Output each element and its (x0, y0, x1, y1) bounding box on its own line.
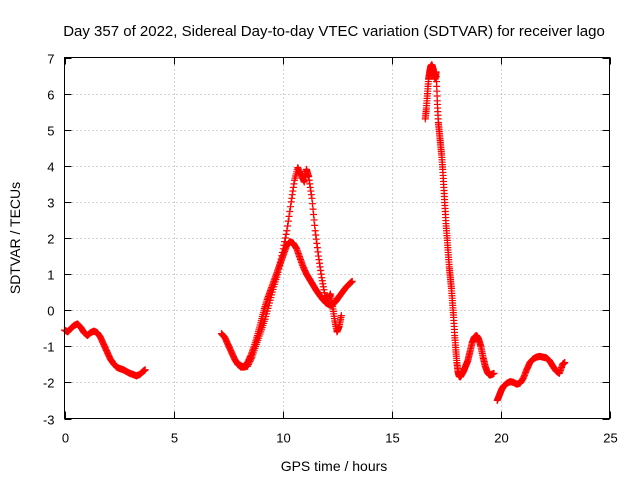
y-axis-label: SDTVAR / TECUs (7, 182, 23, 294)
y-tick-label: 2 (47, 232, 54, 247)
data-point (279, 245, 287, 253)
data-point (141, 366, 149, 374)
data-point (337, 312, 345, 320)
x-tick-label: 15 (385, 431, 399, 446)
x-tick-label: 25 (603, 431, 617, 446)
data-point (279, 248, 286, 256)
data-point (278, 252, 286, 260)
data-point (247, 355, 255, 363)
data-point (244, 361, 252, 369)
data-point (561, 359, 569, 367)
data-point (283, 227, 291, 235)
data-point (245, 359, 253, 367)
data-point (274, 268, 282, 276)
data-point (281, 238, 289, 246)
tick-layer: -3 -2 -1 0 1 2 3 4 5 6 7 0 5 10 15 20 25 (43, 52, 618, 446)
data-point (277, 255, 285, 263)
x-axis-label: GPS time / hours (281, 458, 388, 474)
data-series (61, 320, 149, 380)
data-series (493, 352, 569, 404)
y-tick-label: 7 (47, 52, 54, 67)
data-point (276, 262, 284, 270)
data-point (280, 241, 288, 249)
plot-frame (64, 57, 610, 419)
y-tick-label: 1 (47, 268, 54, 283)
chart-title: Day 357 of 2022, Sidereal Day-to-day VTE… (63, 23, 605, 40)
x-tick-label: 20 (494, 431, 508, 446)
data-series (235, 164, 345, 371)
y-tick-label: -2 (43, 376, 55, 391)
data-series (421, 61, 498, 381)
data-point (490, 369, 498, 377)
x-tick-label: 10 (276, 431, 290, 446)
data-point (286, 203, 294, 211)
y-tick-label: 0 (47, 304, 54, 319)
data-points-layer (61, 61, 569, 404)
data-point (281, 234, 289, 242)
data-point (246, 358, 254, 366)
y-tick-label: 5 (47, 124, 54, 139)
y-tick-label: -3 (43, 413, 55, 428)
data-point (244, 362, 252, 370)
data-point (348, 277, 356, 285)
data-point (284, 222, 292, 230)
x-tick-label: 0 (62, 431, 69, 446)
y-tick-label: 3 (47, 196, 54, 211)
data-point (282, 230, 290, 238)
y-tick-label: 6 (47, 88, 54, 103)
y-tick-label: 4 (47, 160, 54, 175)
x-tick-label: 5 (171, 431, 178, 446)
data-point (285, 212, 293, 220)
data-point (247, 356, 255, 364)
data-point (284, 217, 292, 225)
y-tick-label: -1 (43, 340, 55, 355)
data-point (276, 258, 284, 266)
data-point (286, 208, 294, 216)
data-point (275, 265, 283, 273)
